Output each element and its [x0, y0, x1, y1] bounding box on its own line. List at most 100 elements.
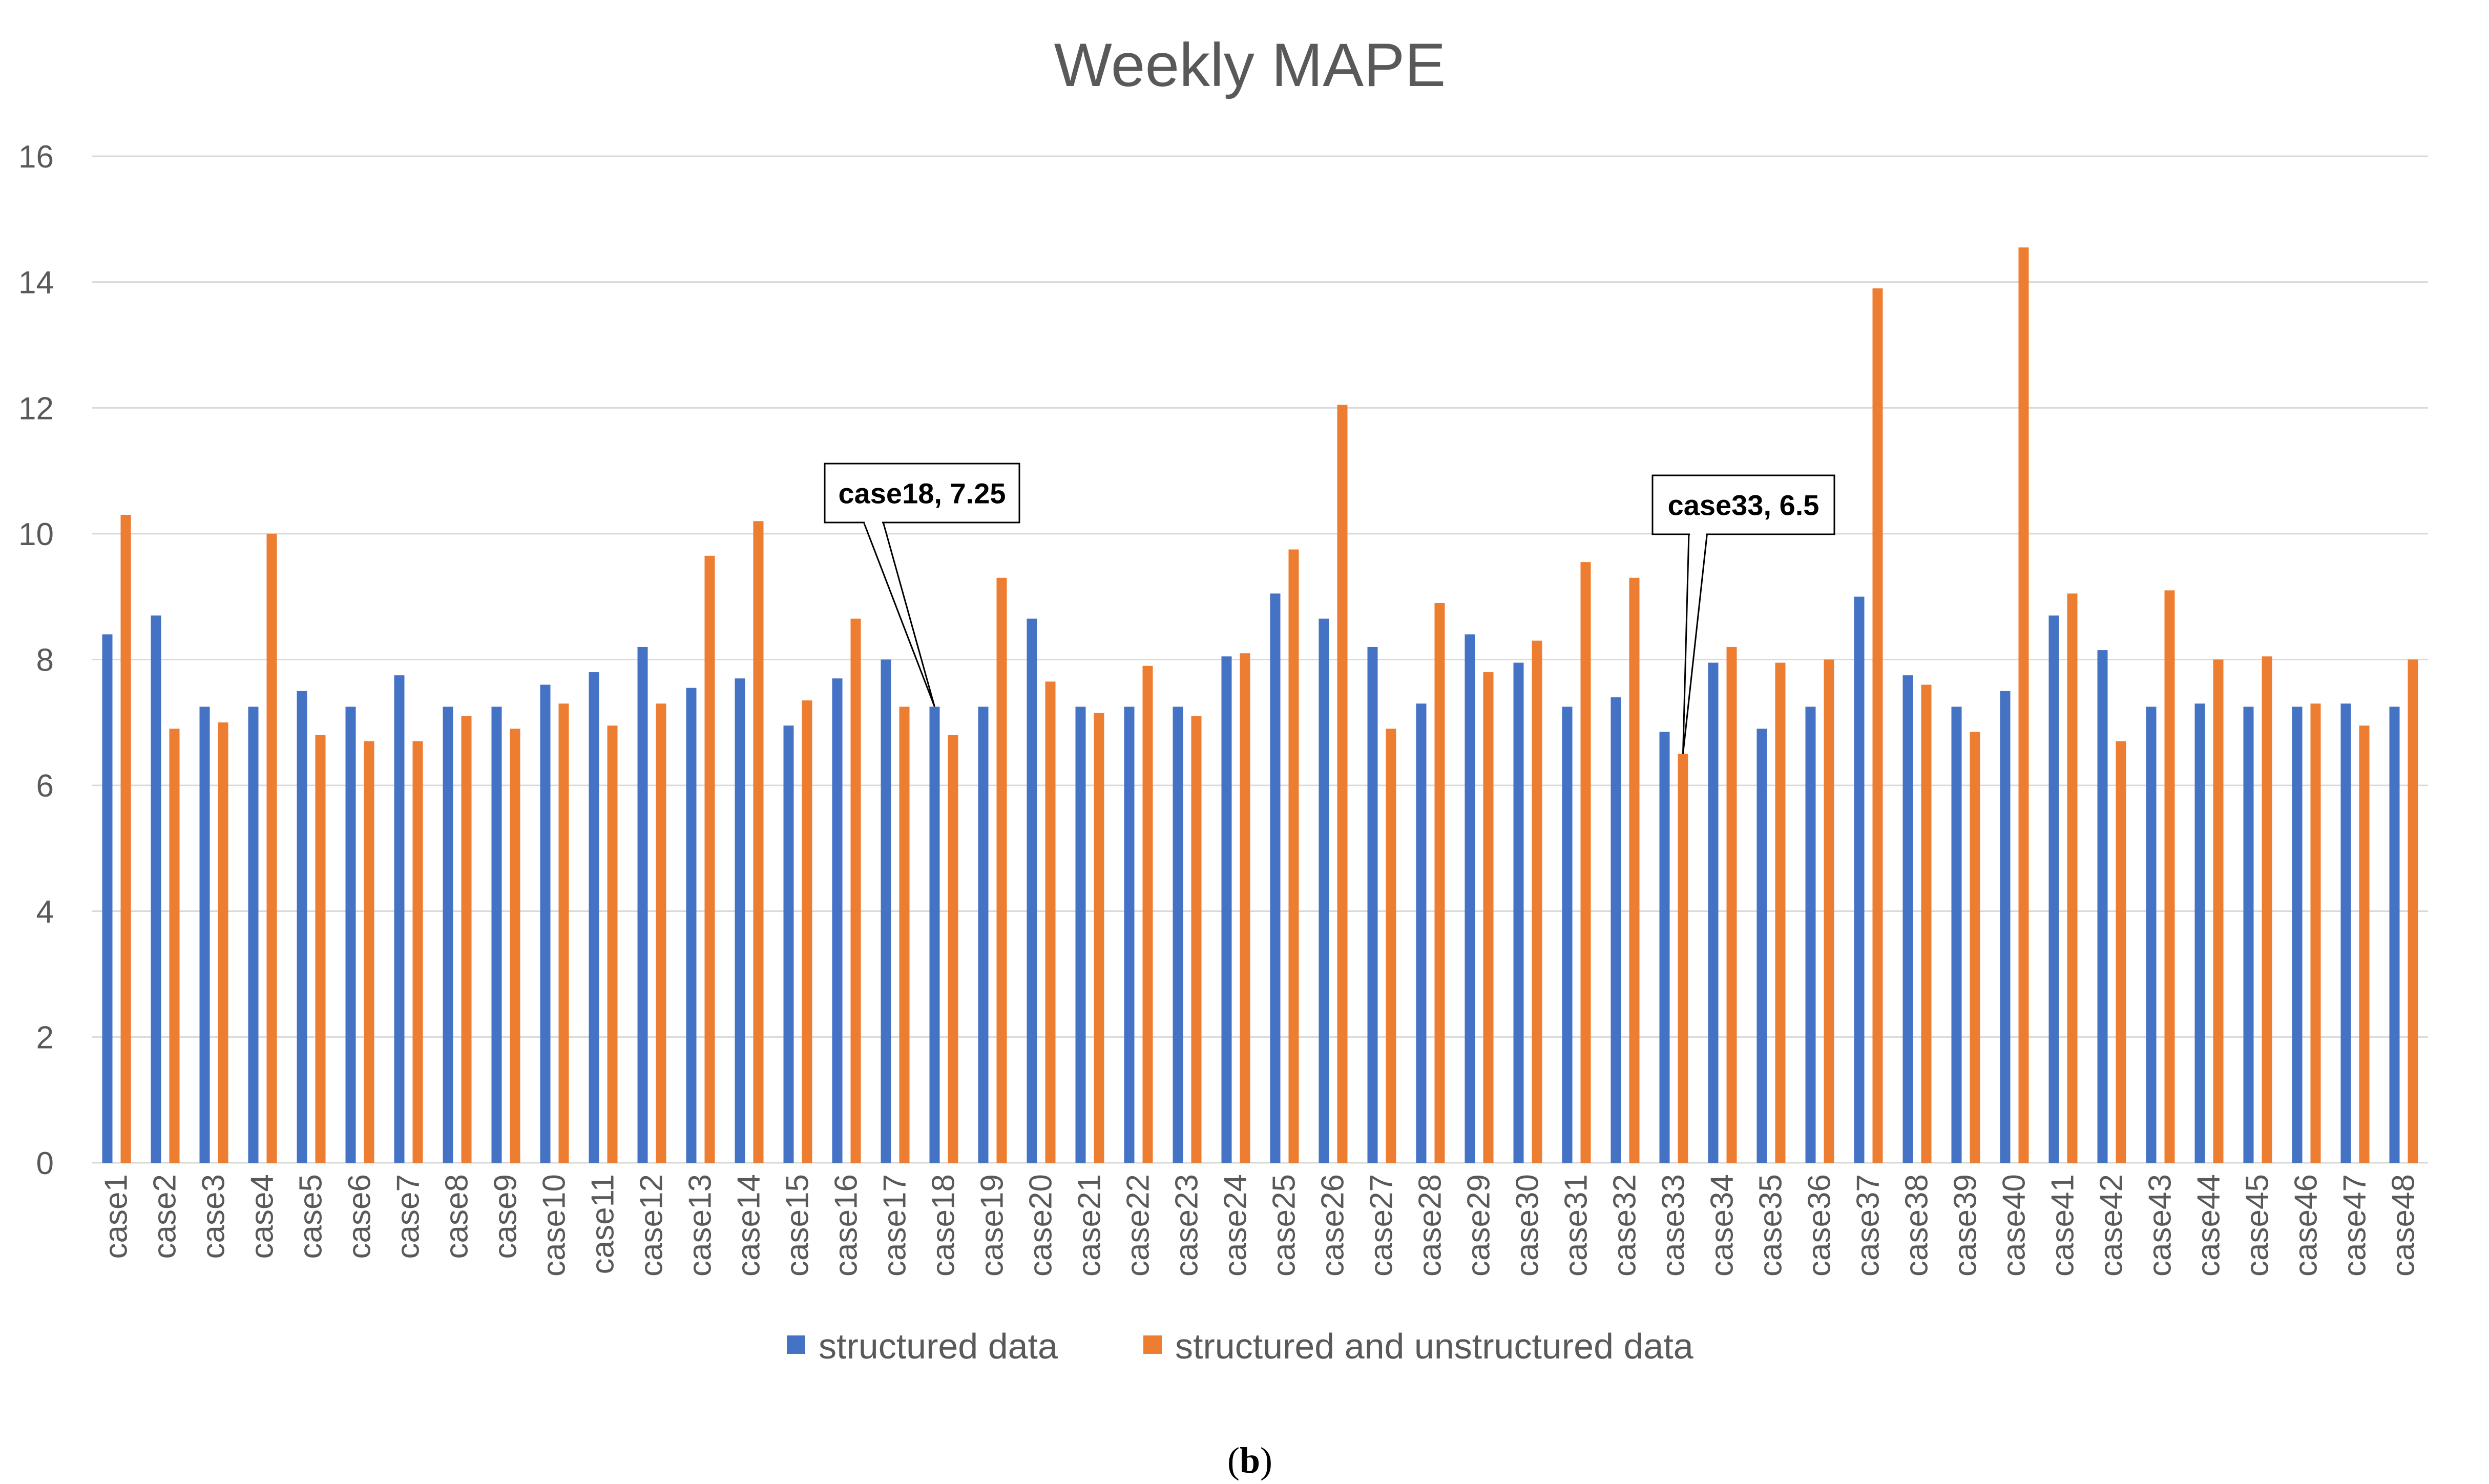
x-tick-label: case33 [1656, 1174, 1691, 1277]
bar-structured-unstructured-case29 [1483, 672, 1494, 1163]
bar-structured-unstructured-case7 [412, 741, 423, 1163]
callout-pointer [1682, 533, 1708, 754]
x-tick-label: case31 [1559, 1174, 1594, 1277]
caption-close: ) [1260, 1440, 1272, 1481]
bar-structured-unstructured-case48 [2408, 659, 2418, 1163]
callout-box [1651, 474, 1835, 535]
bar-structured-unstructured-case33 [1678, 754, 1688, 1163]
bar-structured-case35 [1756, 728, 1767, 1163]
gridlines [92, 155, 2428, 1164]
bar-structured-case17 [881, 659, 891, 1163]
bar-structured-unstructured-case32 [1629, 577, 1640, 1163]
x-tick-label: case35 [1753, 1174, 1789, 1277]
x-tick-label: case23 [1169, 1174, 1205, 1277]
bar-structured-unstructured-case16 [850, 618, 861, 1163]
x-tick-label: case24 [1218, 1174, 1253, 1277]
x-tick-label: case29 [1461, 1174, 1497, 1277]
bar-structured-unstructured-case11 [607, 725, 618, 1163]
bar-structured-case3 [199, 706, 210, 1163]
y-tick-label: 0 [36, 1146, 54, 1181]
bar-structured-unstructured-case45 [2262, 656, 2272, 1163]
bar-structured-case22 [1124, 706, 1135, 1163]
bar-structured-case5 [297, 691, 307, 1163]
x-tick-label: case10 [537, 1174, 572, 1277]
bar-structured-unstructured-case35 [1775, 662, 1786, 1163]
x-tick-label: case48 [2386, 1174, 2421, 1277]
bar-structured-unstructured-case25 [1288, 549, 1299, 1163]
x-tick-label: case7 [391, 1174, 426, 1259]
bar-structured-unstructured-case21 [1094, 713, 1104, 1163]
x-tick-label: case44 [2191, 1174, 2227, 1277]
bar-structured-unstructured-case37 [1872, 288, 1883, 1163]
bar-structured-case8 [443, 706, 453, 1163]
bar-structured-case38 [1902, 675, 1913, 1163]
bar-structured-case47 [2340, 703, 2351, 1163]
x-tick-label: case37 [1851, 1174, 1886, 1277]
bar-structured-unstructured-case3 [218, 722, 228, 1163]
bar-structured-case4 [248, 706, 259, 1163]
bar-structured-unstructured-case38 [1921, 684, 1932, 1163]
x-tick-label: case27 [1364, 1174, 1399, 1277]
x-tick-label: case22 [1121, 1174, 1156, 1277]
x-tick-label: case3 [196, 1174, 232, 1259]
bar-structured-case14 [735, 678, 745, 1163]
bar-structured-unstructured-case28 [1434, 602, 1445, 1163]
legend-label-structured: structured data [819, 1326, 1058, 1366]
bar-structured-case6 [345, 706, 356, 1163]
bar-structured-case45 [2243, 706, 2254, 1163]
bar-structured-unstructured-case36 [1824, 659, 1834, 1163]
bars [102, 247, 2418, 1163]
x-tick-label: case47 [2337, 1174, 2373, 1277]
x-tick-label: case16 [829, 1174, 864, 1277]
bar-structured-case28 [1416, 703, 1427, 1163]
bar-structured-case36 [1805, 706, 1816, 1163]
x-tick-label: case26 [1315, 1174, 1351, 1277]
legend: structured data structured and unstructu… [787, 1326, 1693, 1366]
y-axis-ticks: 0 2 4 6 8 10 12 14 16 [18, 139, 54, 1181]
y-tick-label: 2 [36, 1020, 54, 1055]
bar-structured-case39 [1951, 706, 1962, 1163]
bar-structured-unstructured-case1 [120, 515, 131, 1163]
bar-structured-unstructured-case26 [1337, 405, 1348, 1163]
x-tick-label: case11 [585, 1174, 621, 1274]
y-tick-label: 4 [36, 894, 54, 930]
bar-structured-unstructured-case34 [1726, 646, 1737, 1163]
bar-structured-case33 [1659, 731, 1670, 1163]
bar-structured-case21 [1075, 706, 1086, 1163]
y-tick-label: 10 [18, 517, 54, 552]
bar-structured-case27 [1367, 646, 1378, 1163]
bar-structured-case19 [978, 706, 989, 1163]
x-tick-label: case6 [342, 1174, 378, 1259]
bar-structured-case26 [1319, 618, 1329, 1163]
x-tick-label: case18 [926, 1174, 961, 1277]
bar-structured-unstructured-case27 [1386, 728, 1396, 1163]
x-tick-label: case42 [2094, 1174, 2129, 1277]
y-tick-label: 14 [18, 265, 54, 301]
chart-title: Weekly MAPE [1054, 31, 1446, 99]
legend-label-structured-unstructured: structured and unstructured data [1175, 1326, 1693, 1366]
y-tick-label: 12 [18, 391, 54, 426]
bar-structured-case7 [394, 675, 405, 1163]
bar-structured-case34 [1708, 662, 1719, 1163]
x-tick-label: case38 [1899, 1174, 1935, 1277]
bar-structured-case25 [1270, 593, 1281, 1163]
bar-structured-case32 [1610, 697, 1621, 1163]
caption-letter: b [1240, 1440, 1260, 1481]
bar-structured-unstructured-case15 [802, 700, 812, 1163]
bar-structured-unstructured-case9 [510, 728, 520, 1163]
y-tick-label: 6 [36, 768, 54, 804]
x-tick-label: case2 [148, 1174, 183, 1259]
bar-structured-unstructured-case31 [1580, 562, 1591, 1163]
x-tick-label: case41 [2045, 1174, 2081, 1277]
bar-structured-case46 [2292, 706, 2303, 1163]
bar-structured-unstructured-case17 [899, 706, 910, 1163]
bar-structured-unstructured-case24 [1240, 653, 1250, 1163]
callout-box [824, 463, 1020, 524]
bar-structured-unstructured-case20 [1045, 681, 1056, 1163]
x-tick-label: case36 [1802, 1174, 1837, 1277]
bar-structured-unstructured-case39 [1970, 731, 1980, 1163]
bar-structured-unstructured-case40 [2018, 247, 2029, 1163]
bar-structured-unstructured-case12 [656, 703, 666, 1163]
